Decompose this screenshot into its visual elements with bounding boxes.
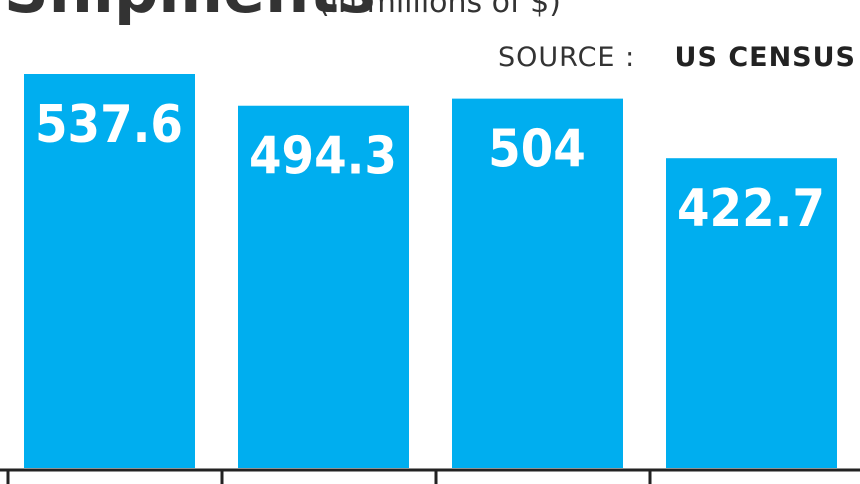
chart-title: Shipments (4, 0, 376, 27)
source-label: SOURCE : (498, 42, 635, 73)
bar (452, 98, 623, 468)
bar (238, 105, 409, 468)
bar (666, 158, 837, 468)
chart-subtitle: (in millions of $) (318, 0, 561, 20)
value-label: 504 (488, 120, 586, 180)
bar (24, 74, 195, 468)
value-label: 537.6 (35, 95, 183, 155)
value-label: 494.3 (249, 127, 397, 187)
value-label: 422.7 (677, 179, 825, 239)
source: US CENSUS (675, 42, 856, 73)
